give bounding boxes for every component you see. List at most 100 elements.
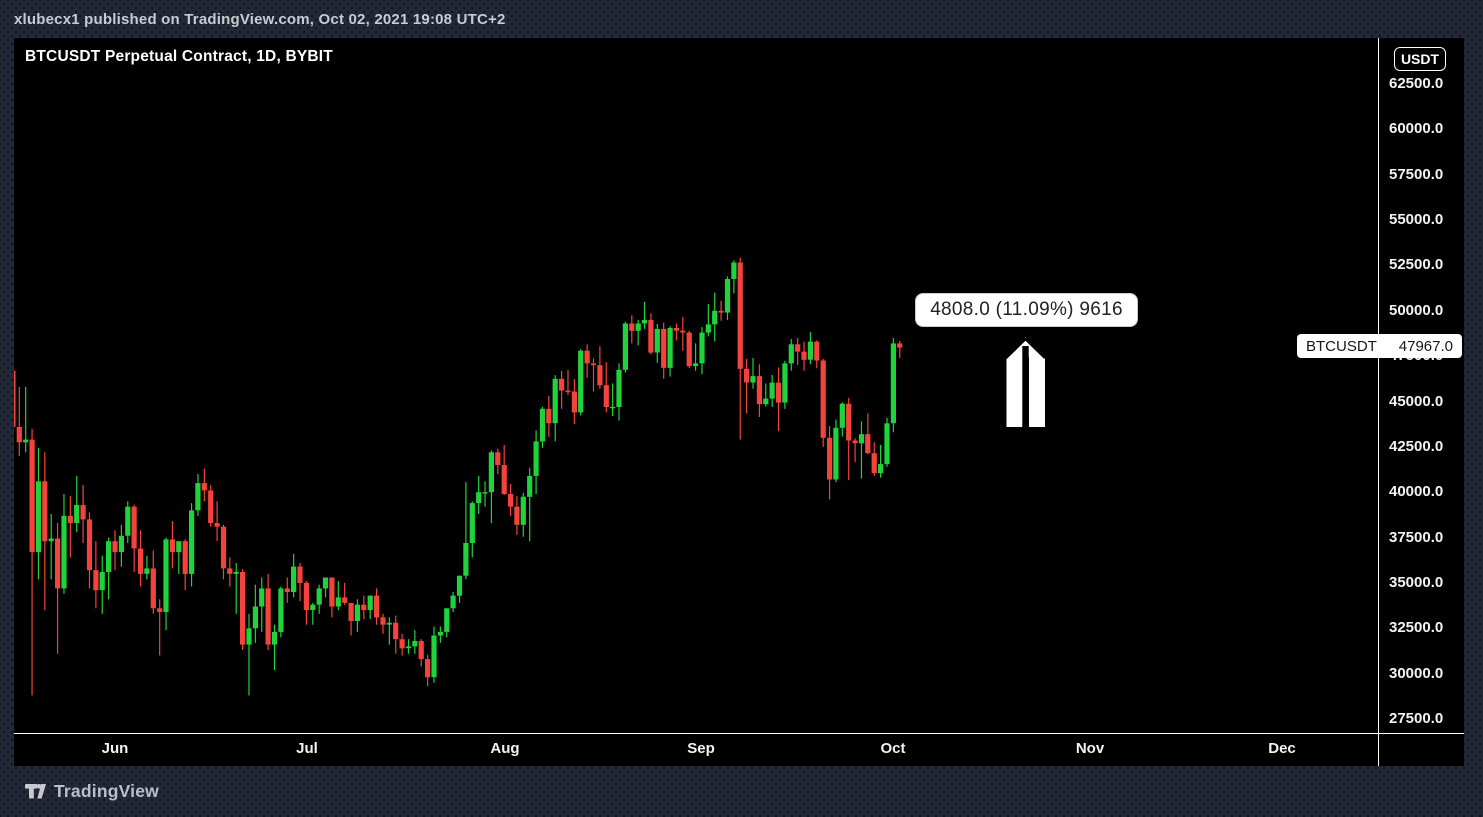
candle-body — [74, 504, 80, 523]
candle-body — [450, 595, 456, 609]
candlestick-series[interactable] — [14, 38, 1378, 733]
candle-body — [622, 323, 628, 370]
candle-body — [846, 403, 852, 441]
candle-body — [259, 588, 265, 607]
currency-badge[interactable]: USDT — [1394, 47, 1446, 71]
price-axis-label: 52500.0 — [1389, 256, 1444, 274]
candle-body — [520, 496, 526, 525]
candle-body — [271, 631, 278, 645]
candle-body — [55, 538, 61, 589]
candle-body — [807, 341, 813, 360]
candle-body — [661, 328, 667, 368]
candle-body — [833, 427, 839, 480]
candle-body — [252, 606, 258, 629]
candle-body — [610, 406, 616, 409]
candle-body — [578, 350, 584, 413]
last-price-tag: BTCUSDT 47967.0 — [1297, 334, 1462, 358]
candle-body — [42, 481, 48, 542]
candle-body — [878, 464, 884, 474]
chart-background — [14, 38, 1464, 766]
candle-body — [839, 403, 845, 428]
candle-body — [227, 568, 233, 574]
candle-body — [354, 604, 360, 621]
price-axis-label: 32500.0 — [1389, 619, 1444, 637]
footer: TradingView — [0, 766, 1483, 817]
price-axis-label: 40000.0 — [1389, 483, 1444, 501]
month-label: Aug — [490, 740, 520, 757]
candle-body — [106, 541, 112, 572]
candle-body — [195, 483, 201, 511]
price-axis-label: 42500.0 — [1389, 437, 1444, 455]
candle-body — [890, 343, 896, 424]
price-range-tooltip: 4808.0 (11.09%) 9616 — [915, 293, 1138, 327]
candle-body — [858, 434, 865, 444]
candle-body — [246, 628, 252, 645]
symbol-title: BTCUSDT Perpetual Contract, 1D, BYBIT — [25, 48, 333, 65]
attribution-text: xlubecx1 published on TradingView.com, O… — [14, 10, 506, 28]
candle-body — [278, 588, 284, 632]
candle-body — [157, 608, 163, 612]
candle-body — [431, 635, 437, 678]
tradingview-logo-text[interactable]: TradingView — [54, 781, 159, 801]
candle-body — [705, 324, 711, 333]
candle-body — [297, 566, 303, 583]
candle-body — [265, 588, 271, 645]
candle-body — [163, 539, 169, 612]
month-label: Nov — [1075, 740, 1105, 757]
price-axis-label: 55000.0 — [1389, 211, 1444, 229]
price-axis-label: 35000.0 — [1389, 573, 1444, 591]
candle-body — [182, 541, 188, 574]
candle-body — [125, 506, 131, 536]
candle-body — [367, 595, 373, 611]
candle-body — [769, 382, 775, 399]
candle-body — [775, 382, 782, 403]
candle-body — [897, 343, 903, 348]
candle-body — [565, 390, 571, 392]
candle-body — [240, 572, 246, 645]
last-price-symbol: BTCUSDT — [1306, 337, 1377, 355]
candle-body — [48, 538, 54, 542]
candle-body — [189, 510, 195, 574]
candle-body — [552, 378, 558, 424]
candle-body — [361, 604, 367, 611]
candle-body — [699, 332, 705, 364]
candle-body — [412, 641, 418, 647]
candle-body — [463, 543, 469, 576]
candle-body — [571, 391, 577, 413]
candle-body — [501, 465, 507, 494]
candle-body — [405, 646, 412, 649]
time-axis[interactable]: Jun Jul Aug Sep Oct Nov Dec — [14, 733, 1464, 766]
price-axis-label: 62500.0 — [1389, 75, 1444, 92]
candle-body — [342, 597, 348, 603]
candle-body — [616, 369, 622, 407]
candle-body — [635, 323, 641, 331]
candle-body — [220, 526, 227, 569]
month-label: Dec — [1268, 740, 1296, 757]
candle-body — [871, 453, 877, 474]
candle-body — [169, 539, 175, 553]
candle-body — [399, 639, 405, 649]
candle-body — [514, 506, 520, 525]
arrow-up-marker-icon[interactable] — [1005, 337, 1047, 429]
candle-body — [763, 398, 769, 405]
price-axis-label: 57500.0 — [1389, 165, 1444, 183]
candle-body — [137, 548, 144, 574]
candle-body — [322, 577, 329, 589]
candle-body — [680, 330, 686, 333]
candle-body — [865, 434, 871, 454]
price-axis[interactable]: USDT 62500.0 60000.0 57500.0 55000.0 52500.0… — [1378, 38, 1464, 733]
month-label: Jul — [296, 740, 318, 757]
time-axis-border — [14, 733, 1464, 734]
candle-body — [67, 515, 73, 524]
candle-body — [316, 588, 322, 605]
candle-body — [93, 570, 99, 591]
month-label: Jun — [101, 740, 129, 757]
candle-body — [673, 328, 679, 331]
candle-body — [884, 423, 890, 465]
candle-body — [654, 328, 660, 353]
candle-body — [629, 323, 635, 331]
tradingview-logo-icon[interactable] — [25, 783, 46, 800]
candle-body — [380, 617, 386, 625]
candle-body — [712, 310, 718, 325]
candle-body — [214, 523, 220, 527]
